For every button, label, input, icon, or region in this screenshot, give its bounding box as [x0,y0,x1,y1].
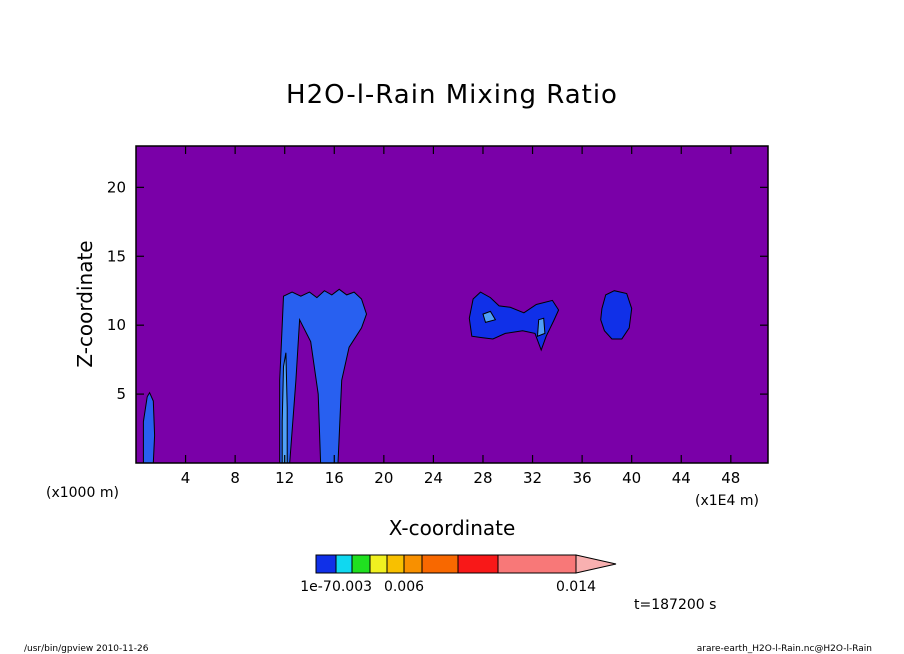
contour-features [142,288,633,464]
colorbar-swatch [457,554,499,574]
colorbar-label: 1e-7 [300,579,331,595]
cloud-39 [600,290,633,340]
plot-area [136,146,768,463]
time-label: t=187200 s [634,597,716,613]
colorbar-swatch [315,554,337,574]
cloud-32-core [536,317,546,337]
x-tick-label: 28 [473,469,492,487]
y-tick-label: 20 [107,178,126,196]
y-tick-label: 10 [107,316,126,334]
plot-frame [135,145,769,464]
column-16 [279,288,368,464]
cloud-30 [468,291,560,352]
footer-left: /usr/bin/gpview 2010-11-26 [24,644,149,654]
y-tick-label: 15 [107,247,126,265]
x-tick-label: 32 [523,469,542,487]
x-tick-label: 8 [230,469,240,487]
column-12 [281,352,288,464]
x-axis-unit: (x1E4 m) [695,493,759,509]
colorbar-swatch [386,554,405,574]
x-tick-label: 48 [721,469,740,487]
x-tick-label: 44 [672,469,691,487]
colorbar-swatch [351,554,371,574]
x-tick-label: 40 [622,469,641,487]
x-tick-label: 16 [325,469,344,487]
colorbar-swatch [497,554,577,574]
y-axis-title: Z-coordinate [73,240,97,367]
colorbar-swatch [403,554,423,574]
colorbar-swatch [421,554,459,574]
x-axis-title: X-coordinate [389,516,516,540]
x-tick-label: 4 [181,469,191,487]
x-tick-label: 36 [573,469,592,487]
footer-right: arare-earth_H2O-l-Rain.nc@H2O-l-Rain [697,644,872,654]
y-axis-unit: (x1000 m) [46,485,119,501]
column-left-edge [142,391,156,464]
colorbar-label: 0.006 [384,579,424,595]
chart-title: H2O-l-Rain Mixing Ratio [286,80,618,110]
colorbar-label: 0.003 [332,579,372,595]
colorbar: 1e-7 0.003 0.006 0.014 [300,554,617,595]
colorbar-extend-arrow [575,554,617,574]
colorbar-swatch [335,554,353,574]
x-tick-label: 12 [275,469,294,487]
colorbar-label: 0.014 [556,579,596,595]
x-tick-label: 24 [424,469,443,487]
colorbar-swatch [369,554,388,574]
cloud-30-core [482,310,497,324]
x-tick-label: 20 [374,469,393,487]
y-tick-label: 5 [116,385,126,403]
